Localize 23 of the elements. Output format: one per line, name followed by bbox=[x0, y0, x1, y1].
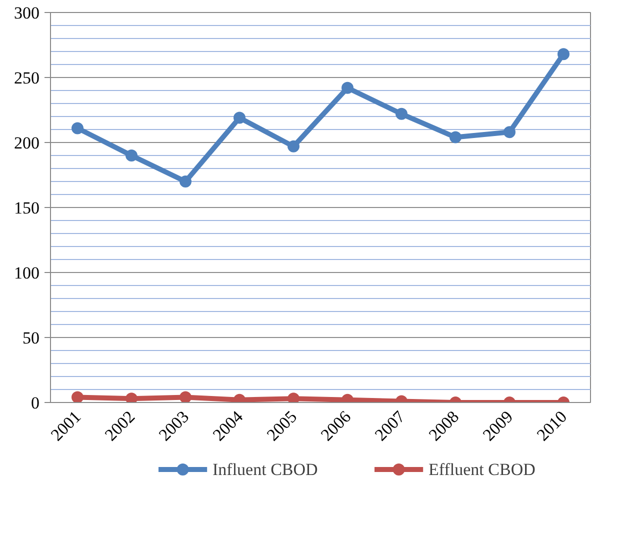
point bbox=[504, 126, 516, 138]
point bbox=[180, 391, 192, 402]
point bbox=[72, 391, 84, 402]
y-tick-label: 300 bbox=[14, 4, 40, 22]
y-tick-label: 100 bbox=[14, 264, 40, 282]
y-tick-label: 200 bbox=[14, 134, 40, 152]
y-tick-label: 150 bbox=[14, 198, 40, 218]
y-tick-label: 0 bbox=[31, 394, 40, 412]
point bbox=[288, 392, 300, 402]
point bbox=[180, 176, 192, 188]
point bbox=[342, 82, 354, 94]
point bbox=[72, 122, 84, 134]
point bbox=[450, 131, 462, 144]
point bbox=[558, 48, 570, 60]
point bbox=[288, 140, 300, 152]
y-tick-label: 250 bbox=[14, 68, 40, 88]
legend-label: Influent CBOD bbox=[212, 460, 318, 479]
legend-label: Effluent CBOD bbox=[428, 460, 536, 479]
point bbox=[126, 150, 138, 162]
point bbox=[234, 112, 246, 124]
y-tick-label: 50 bbox=[22, 328, 40, 348]
point bbox=[396, 108, 408, 120]
point bbox=[126, 392, 138, 402]
